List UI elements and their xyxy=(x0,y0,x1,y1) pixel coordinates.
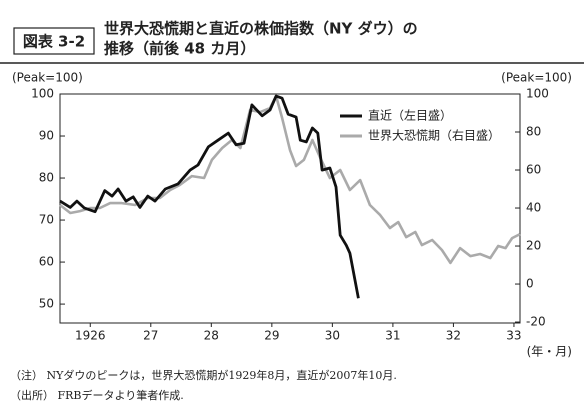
x-tick-label: 30 xyxy=(325,329,340,343)
y-tick-label: 80 xyxy=(39,171,54,185)
x-tick-label: 27 xyxy=(143,329,158,343)
y2-tick-label: 0 xyxy=(526,277,534,291)
x-axis-label: (年・月) xyxy=(527,345,572,359)
y-tick-label: 70 xyxy=(39,213,54,227)
y2-tick-label: 40 xyxy=(526,201,541,215)
series-line xyxy=(59,94,360,299)
x-tick-label: 29 xyxy=(264,329,279,343)
y2-tick-label: -20 xyxy=(526,315,546,329)
note: （注） NYダウのピークは，世界大恐慌期が1929年8月，直近が2007年10月… xyxy=(10,368,397,382)
y-tick-label: 50 xyxy=(39,297,54,311)
note: （出所） FRBデータより筆者作成. xyxy=(10,388,184,402)
chart-title: 推移（前後 48 カ月） xyxy=(104,40,255,58)
legend-label: 世界大恐慌期（右目盛） xyxy=(368,128,500,143)
x-tick-label: 1926 xyxy=(75,329,106,343)
y2-tick-label: 100 xyxy=(526,87,549,101)
y2-axis-label: (Peak=100) xyxy=(501,71,572,85)
y2-tick-label: 80 xyxy=(526,125,541,139)
y-tick-label: 90 xyxy=(39,129,54,143)
y-axis-label: (Peak=100) xyxy=(12,71,83,85)
y2-tick-label: 60 xyxy=(526,163,541,177)
x-tick-label: 28 xyxy=(204,329,219,343)
y-tick-label: 100 xyxy=(31,87,54,101)
y-tick-label: 60 xyxy=(39,255,54,269)
label-box xyxy=(13,27,95,55)
chart-title: 世界大恐慌期と直近の株価指数（NY ダウ）の xyxy=(104,20,418,38)
y2-tick-label: 20 xyxy=(526,239,541,253)
legend-label: 直近（左目盛） xyxy=(368,108,452,123)
figure-label: 図表 3-2 xyxy=(23,33,85,51)
x-tick-label: 31 xyxy=(385,329,400,343)
x-tick-label: 32 xyxy=(446,329,461,343)
x-tick-label: 33 xyxy=(506,329,521,343)
